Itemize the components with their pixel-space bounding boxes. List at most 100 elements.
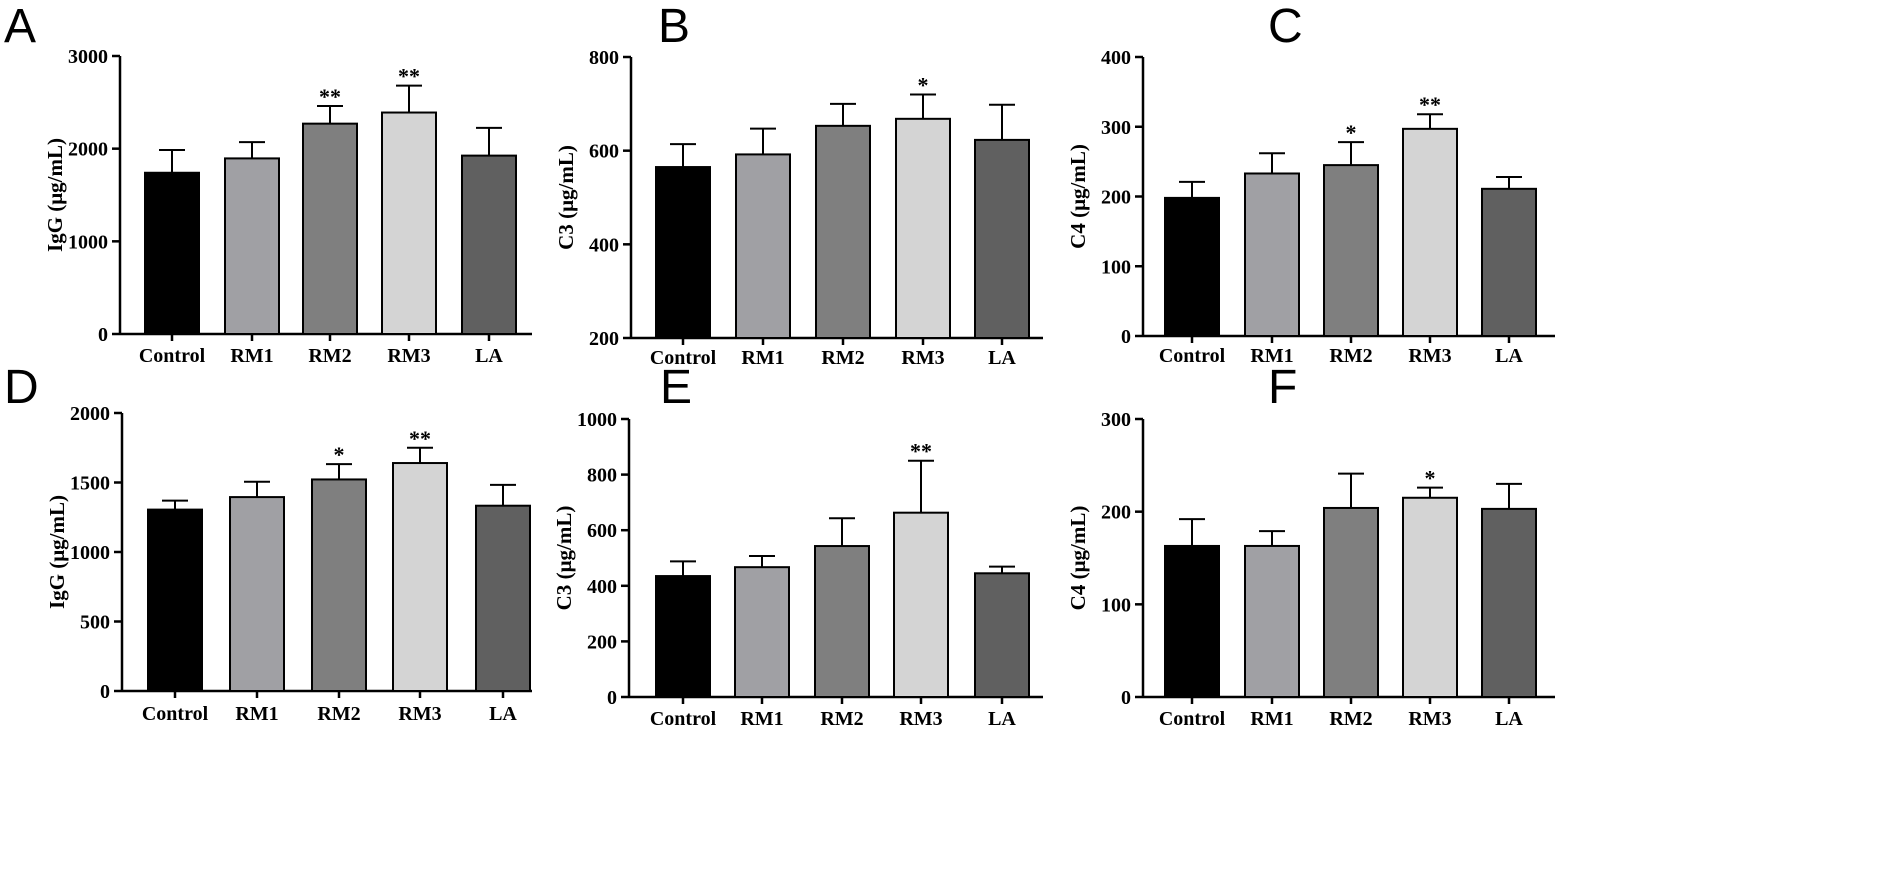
y-tick-label: 0 <box>100 681 110 703</box>
significance-marker: * <box>1425 466 1436 491</box>
x-tick-label: LA <box>988 708 1016 730</box>
bar-rm3 <box>392 462 448 693</box>
significance-marker: * <box>1346 120 1357 145</box>
bar-rm3 <box>381 111 437 335</box>
x-tick-label: RM2 <box>821 347 864 369</box>
x-tick-label: Control <box>650 708 717 730</box>
y-tick-label: 0 <box>1121 326 1131 348</box>
bar-rm1 <box>224 157 280 335</box>
bar-la <box>974 138 1030 339</box>
y-tick-label: 200 <box>1101 502 1131 524</box>
bar-rm3 <box>1402 127 1458 337</box>
x-tick-label: RM1 <box>740 708 783 730</box>
y-tick-label: 800 <box>589 47 619 69</box>
bar-rm1 <box>1244 172 1300 337</box>
x-tick-label: RM2 <box>1329 708 1372 730</box>
y-tick-label: 1500 <box>70 473 110 495</box>
bar-rm1 <box>229 496 285 692</box>
panel-letter: C <box>1268 0 1303 53</box>
x-tick-label: LA <box>1495 708 1523 730</box>
x-tick-label: LA <box>475 345 503 367</box>
y-axis-title: C4 (μg/mL) <box>1066 144 1090 249</box>
panel-c: C 0 100 200 300 400 C4 (μg/mL) Control RM1 * RM2 **… <box>1066 0 1555 367</box>
y-tick-label: 100 <box>1101 256 1131 278</box>
x-tick-label: RM2 <box>1329 345 1372 367</box>
bar-control <box>147 508 203 693</box>
bar-rm1 <box>735 153 791 339</box>
y-tick-label: 2000 <box>68 139 108 161</box>
x-tick-label: LA <box>1495 345 1523 367</box>
x-tick-label: RM1 <box>741 347 784 369</box>
bar-la <box>974 572 1030 698</box>
x-tick-label: RM3 <box>398 703 441 725</box>
significance-marker: * <box>334 442 345 467</box>
bar-rm1 <box>1244 544 1300 698</box>
x-tick-label: RM3 <box>901 347 944 369</box>
x-tick-label: RM1 <box>1250 708 1293 730</box>
y-tick-label: 300 <box>1101 409 1131 431</box>
panel-letter: D <box>4 361 39 414</box>
y-axis-title: IgG (μg/mL) <box>43 138 67 252</box>
significance-marker: * <box>918 72 929 97</box>
significance-marker: ** <box>398 64 420 89</box>
bar-rm3 <box>1402 496 1458 698</box>
bar-la <box>461 154 517 335</box>
significance-marker: ** <box>409 426 431 451</box>
y-tick-label: 200 <box>587 631 617 653</box>
x-tick-label: Control <box>139 345 206 367</box>
y-tick-label: 2000 <box>70 403 110 425</box>
y-tick-label: 100 <box>1101 594 1131 616</box>
y-axis-title: C3 (μg/mL) <box>552 506 576 611</box>
x-tick-label: RM1 <box>1250 345 1293 367</box>
panel-letter: A <box>4 0 36 53</box>
panel-letter: E <box>660 361 692 414</box>
bar-rm2 <box>1323 164 1379 337</box>
y-tick-label: 200 <box>1101 187 1131 209</box>
bar-la <box>1481 507 1537 698</box>
y-tick-label: 0 <box>1121 687 1131 709</box>
x-tick-label: Control <box>1159 345 1226 367</box>
bar-control <box>655 166 711 339</box>
y-tick-label: 400 <box>589 234 619 256</box>
panel-e: E 0 200 400 600 800 1000 C3 (μg/mL) Control RM1 RM… <box>552 361 1043 730</box>
x-tick-label: LA <box>489 703 517 725</box>
x-tick-label: RM3 <box>1408 345 1451 367</box>
x-tick-label: Control <box>1159 708 1226 730</box>
y-tick-label: 400 <box>587 576 617 598</box>
y-tick-label: 600 <box>589 141 619 163</box>
x-tick-label: RM2 <box>308 345 351 367</box>
bar-rm2 <box>814 545 870 699</box>
x-tick-label: RM3 <box>899 708 942 730</box>
x-tick-label: RM1 <box>230 345 273 367</box>
x-tick-label: RM2 <box>317 703 360 725</box>
x-tick-label: RM2 <box>820 708 863 730</box>
bar-control <box>1164 196 1220 337</box>
y-tick-label: 200 <box>589 328 619 350</box>
bar-control <box>144 171 200 335</box>
y-tick-label: 0 <box>607 687 617 709</box>
y-tick-label: 500 <box>80 612 110 634</box>
y-tick-label: 1000 <box>70 542 110 564</box>
y-tick-label: 1000 <box>68 231 108 253</box>
x-tick-label: RM3 <box>1408 708 1451 730</box>
significance-marker: ** <box>1419 92 1441 117</box>
y-tick-label: 600 <box>587 520 617 542</box>
bar-la <box>1481 187 1537 337</box>
bar-rm2 <box>302 122 358 335</box>
y-tick-label: 800 <box>587 465 617 487</box>
panel-f: F 0 100 200 300 C4 (μg/mL) Control RM1 RM2 * RM3 LA <box>1066 361 1555 730</box>
bar-control <box>1164 544 1220 698</box>
y-tick-label: 0 <box>98 324 108 346</box>
x-tick-label: Control <box>650 347 717 369</box>
panel-letter: F <box>1268 361 1297 414</box>
bar-rm3 <box>893 511 949 698</box>
y-axis-title: C4 (μg/mL) <box>1066 506 1090 611</box>
bar-rm1 <box>734 566 790 699</box>
y-axis-title: C3 (μg/mL) <box>554 145 578 250</box>
bar-rm2 <box>815 124 871 339</box>
bar-la <box>475 504 531 693</box>
x-tick-label: LA <box>988 347 1016 369</box>
bar-rm2 <box>1323 506 1379 698</box>
y-tick-label: 1000 <box>577 409 617 431</box>
panel-d: D 0 500 1000 1500 2000 IgG (μg/mL) Control RM1 * R… <box>4 361 532 725</box>
